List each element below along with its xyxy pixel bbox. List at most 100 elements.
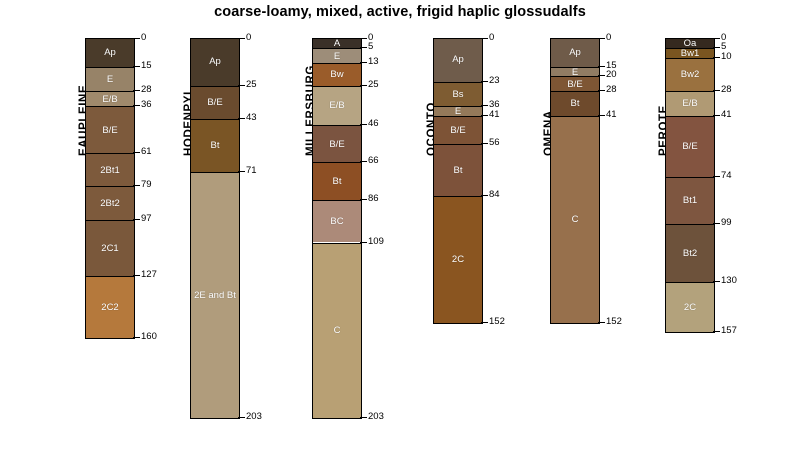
depth-tick-label: 56 — [489, 136, 500, 148]
depth-tick-mark — [360, 38, 367, 39]
horizon-label: Bt — [210, 140, 220, 152]
depth-tick-label: 66 — [368, 155, 379, 167]
horizon-segment[interactable]: B/E — [191, 85, 239, 120]
profile-bar[interactable]: A E Bw E/B B/E Bt BC C — [312, 38, 362, 419]
horizon-segment[interactable]: Ap — [551, 39, 599, 67]
horizon-segment[interactable]: C — [313, 242, 361, 418]
depth-tick-mark — [133, 151, 140, 153]
horizon-segment[interactable]: E — [86, 67, 134, 92]
horizon-segment[interactable]: E — [434, 106, 482, 116]
horizon-label: 2E and Bt — [194, 289, 236, 301]
horizon-segment[interactable]: E — [313, 48, 361, 64]
depth-tick-mark — [713, 222, 720, 224]
horizon-segment[interactable]: 2E and Bt — [191, 171, 239, 418]
depth-tick-label: 36 — [141, 99, 152, 111]
depth-tick-mark — [133, 105, 140, 107]
horizon-segment[interactable]: 2C — [434, 195, 482, 323]
depth-tick-mark — [713, 331, 720, 333]
depth-tick-mark — [238, 417, 245, 418]
horizon-label: Bt — [570, 98, 580, 110]
horizon-segment[interactable]: B/E — [313, 124, 361, 163]
horizon-label: Bt1 — [682, 195, 698, 207]
horizon-segment[interactable]: Bt — [191, 119, 239, 172]
depth-tick-label: 152 — [606, 315, 622, 327]
horizon-segment[interactable]: 2C1 — [86, 220, 134, 277]
horizon-segment[interactable]: B/E — [551, 76, 599, 92]
depth-tick-mark — [360, 62, 367, 64]
depth-tick-label: 0 — [141, 32, 147, 43]
horizon-segment[interactable]: BC — [313, 199, 361, 243]
depth-tick-mark — [238, 38, 245, 39]
horizon-segment[interactable]: Bt1 — [666, 177, 714, 224]
horizon-segment[interactable]: Bw2 — [666, 57, 714, 92]
horizon-label: 2C2 — [101, 301, 119, 313]
horizon-segment[interactable]: Bt — [313, 162, 361, 200]
depth-tick-label: 0 — [489, 32, 495, 43]
horizon-segment[interactable]: Bt2 — [666, 223, 714, 282]
horizon-label: Bt — [453, 164, 463, 176]
horizon-segment[interactable]: 2C — [666, 281, 714, 333]
horizon-segment[interactable]: Oa — [666, 39, 714, 49]
depth-tick-mark — [133, 336, 140, 338]
horizon-segment[interactable]: Bt — [551, 91, 599, 116]
horizon-segment[interactable]: Bt — [434, 143, 482, 196]
horizon-label: 2C — [451, 254, 465, 266]
horizon-label: E/B — [682, 98, 698, 110]
horizon-segment[interactable]: Bs — [434, 81, 482, 107]
horizon-label: Bw1 — [680, 48, 700, 58]
profile-bar[interactable]: Ap Bs E B/E Bt 2C — [433, 38, 483, 324]
depth-tick-label: 109 — [368, 235, 384, 247]
horizon-segment[interactable]: Ap — [191, 39, 239, 86]
horizon-segment[interactable]: Bw — [313, 63, 361, 86]
horizon-segment[interactable]: 2Bt1 — [86, 152, 134, 187]
depth-tick-label: 41 — [489, 108, 500, 120]
depth-tick-label: 15 — [141, 60, 152, 71]
depth-tick-label: 157 — [721, 325, 737, 337]
depth-tick-mark — [713, 47, 720, 49]
horizon-segment[interactable]: B/E — [86, 106, 134, 153]
horizon-segment[interactable]: B/E — [434, 115, 482, 144]
depth-tick-mark — [133, 219, 140, 221]
depth-tick-label: 99 — [721, 216, 732, 228]
depth-tick-mark — [598, 66, 605, 67]
depth-tick-mark — [481, 321, 488, 323]
horizon-label: 2Bt1 — [100, 164, 120, 176]
horizon-segment[interactable]: B/E — [666, 115, 714, 178]
horizon-segment[interactable]: E/B — [86, 91, 134, 107]
profile-bar[interactable]: Ap B/E Bt 2E and Bt — [190, 38, 240, 419]
horizon-label: B/E — [567, 78, 583, 90]
depth-tick-mark — [598, 75, 605, 77]
depth-tick-mark — [133, 66, 140, 67]
depth-tick-mark — [713, 280, 720, 282]
horizon-segment[interactable]: E/B — [313, 85, 361, 125]
depth-tick-mark — [481, 80, 488, 82]
depth-tick-label: 46 — [368, 117, 379, 129]
horizon-segment[interactable]: A — [313, 39, 361, 49]
depth-tick-label: 25 — [368, 78, 379, 90]
horizon-label: Bt — [332, 175, 342, 187]
horizon-segment[interactable]: E — [551, 67, 599, 77]
profile-bar[interactable]: Ap E E/B B/E 2Bt1 2Bt2 2C1 2C2 — [85, 38, 135, 339]
depth-tick-mark — [713, 90, 720, 92]
depth-tick-label: 36 — [489, 99, 500, 111]
profile-bar[interactable]: Ap E B/E Bt C — [550, 38, 600, 324]
horizon-label: E — [333, 50, 341, 62]
horizon-segment[interactable]: 2C2 — [86, 276, 134, 338]
horizon-segment[interactable]: Ap — [86, 39, 134, 67]
horizon-label: B/E — [450, 124, 466, 136]
horizon-label: B/E — [329, 138, 345, 150]
depth-tick-label: 74 — [721, 170, 732, 182]
horizon-segment[interactable]: 2Bt2 — [86, 186, 134, 221]
depth-tick-label: 84 — [489, 188, 500, 200]
depth-tick-mark — [481, 114, 488, 116]
depth-tick-label: 127 — [141, 269, 157, 281]
profile-bar[interactable]: Oa Bw1 Bw2 E/B B/E Bt1 Bt2 2C — [665, 38, 715, 334]
depth-tick-label: 10 — [721, 50, 732, 62]
horizon-segment[interactable]: Ap — [434, 39, 482, 82]
horizon-segment[interactable]: E/B — [666, 91, 714, 116]
horizon-segment[interactable]: C — [551, 115, 599, 323]
horizon-label: 2C — [683, 301, 697, 313]
horizon-label: 2C1 — [101, 243, 119, 255]
depth-tick-mark — [713, 114, 720, 116]
horizon-segment[interactable]: Bw1 — [666, 48, 714, 58]
